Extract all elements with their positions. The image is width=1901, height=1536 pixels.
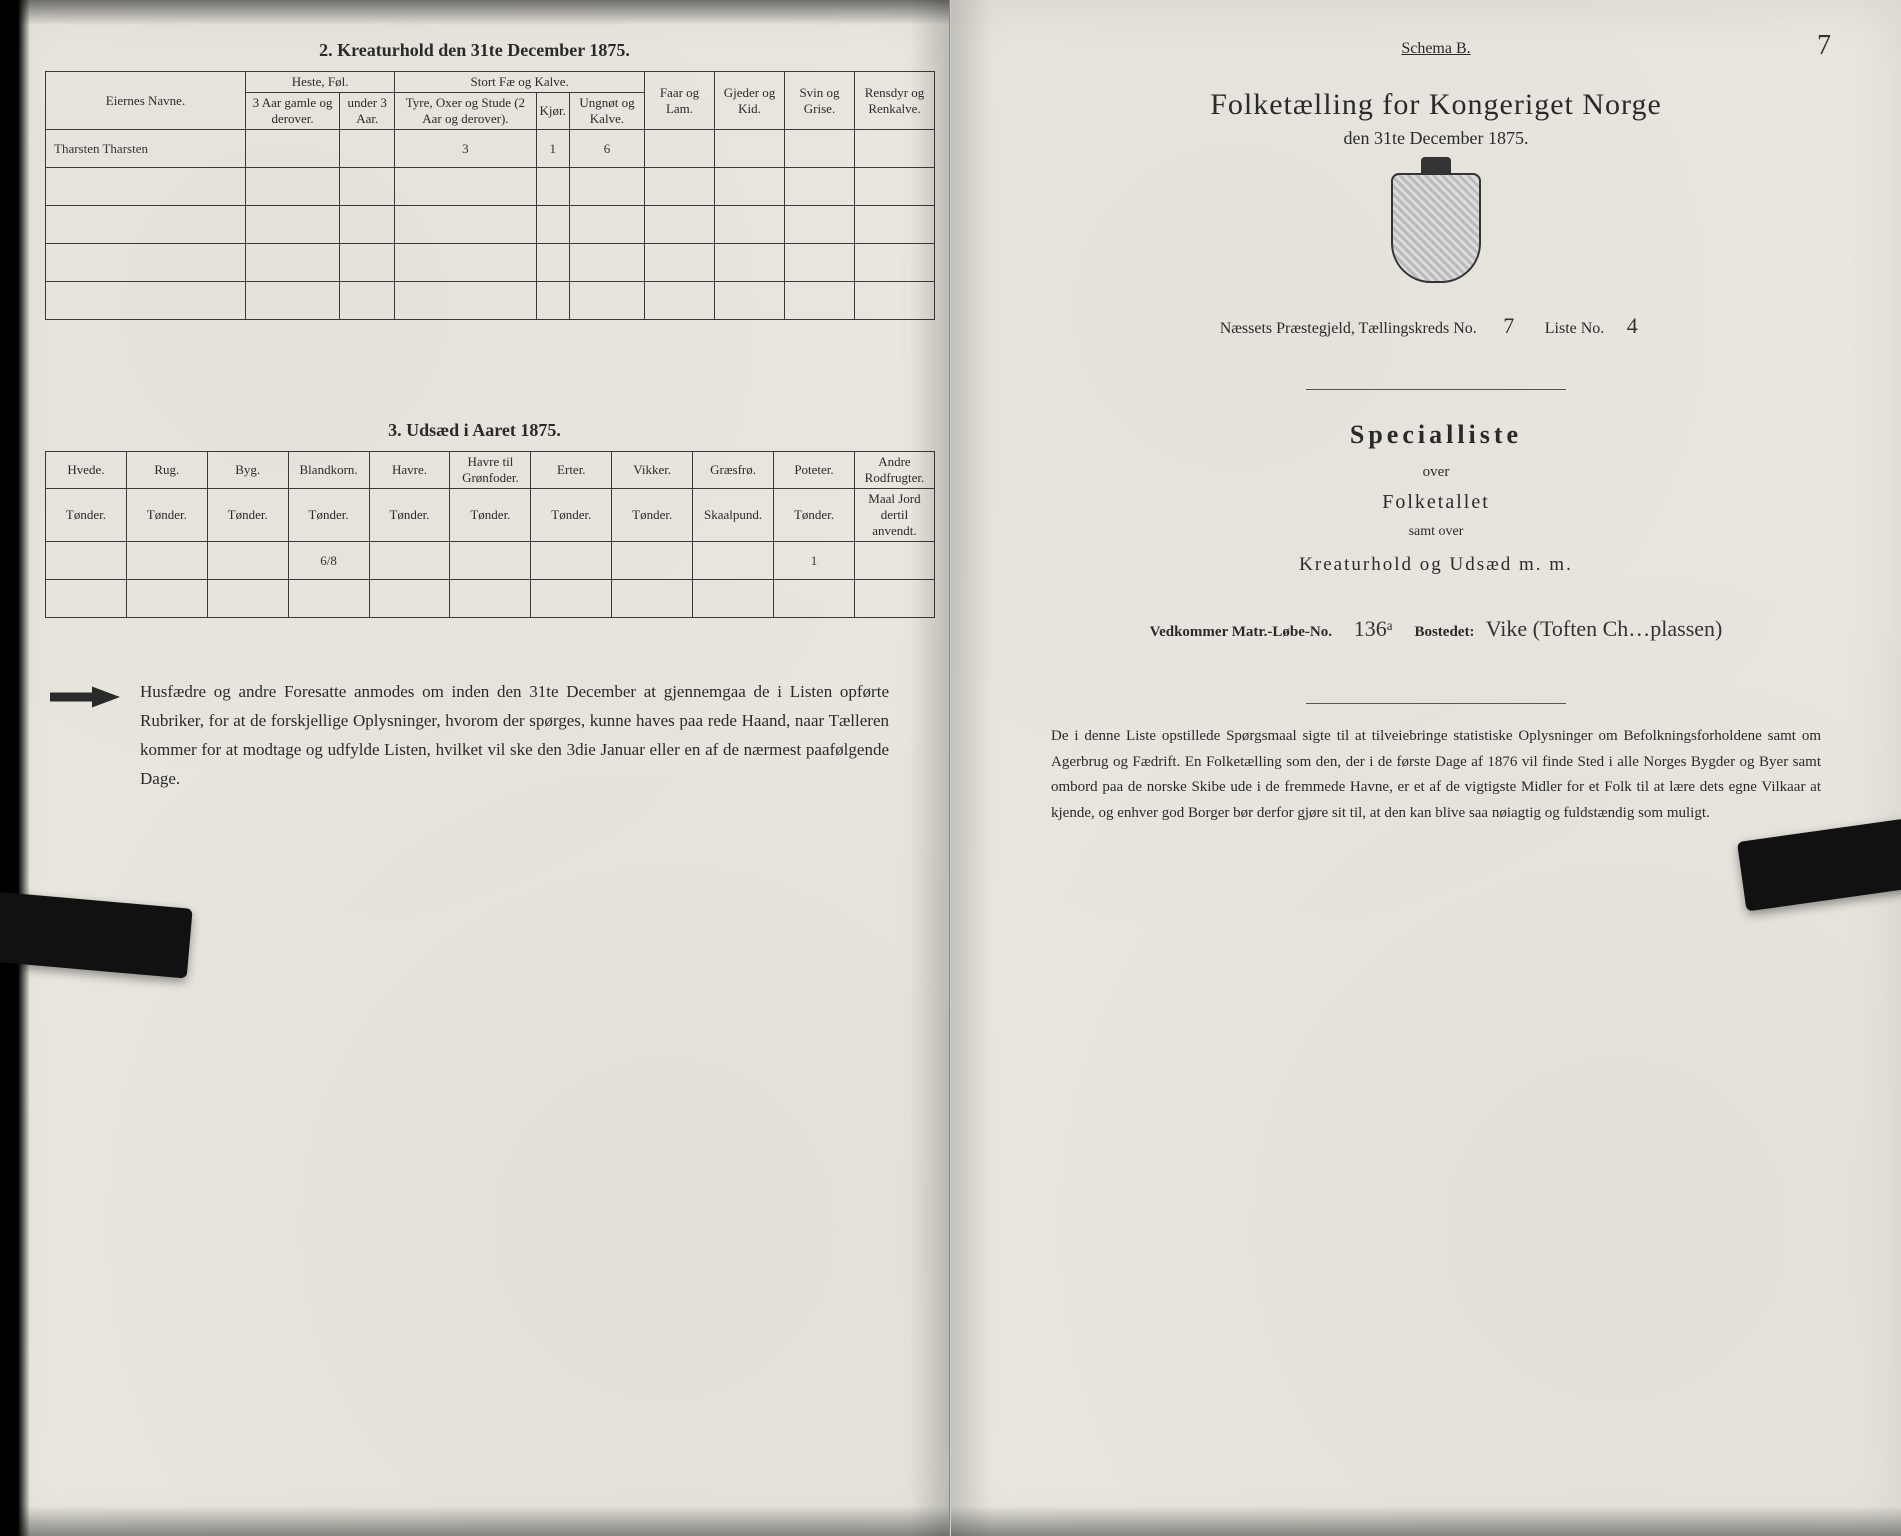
unit: Skaalpund. — [693, 489, 774, 542]
col: Vikker. — [612, 452, 693, 489]
gutter-shadow — [951, 0, 991, 1536]
udsaed-table: Hvede. Rug. Byg. Blandkorn. Havre. Havre… — [45, 451, 935, 618]
col-cattle: Stort Fæ og Kalve. — [395, 72, 645, 93]
scan-edge — [0, 0, 949, 25]
census-subtitle: den 31te December 1875. — [1041, 128, 1831, 149]
col-owner: Eiernes Navne. — [46, 72, 246, 130]
schema-label: Schema B. — [1041, 40, 1831, 58]
unit: Tønder. — [774, 489, 855, 542]
unit: Tønder. — [207, 489, 288, 542]
liste-label: Liste No. — [1545, 320, 1605, 337]
table-header-row: Hvede. Rug. Byg. Blandkorn. Havre. Havre… — [46, 452, 935, 489]
sub-h1: 3 Aar gamle og derover. — [246, 93, 340, 130]
left-page: 2. Kreaturhold den 31te December 1875. E… — [0, 0, 950, 1536]
table-row — [46, 206, 935, 244]
gutter-shadow — [909, 0, 949, 1536]
col: Byg. — [207, 452, 288, 489]
bostedet-label: Bostedet: — [1414, 624, 1474, 640]
unit: Tønder. — [369, 489, 450, 542]
unit: Tønder. — [531, 489, 612, 542]
vedk-label: Vedkommer Matr.-Løbe-No. — [1150, 624, 1332, 640]
unit: Tønder. — [126, 489, 207, 542]
kreaturhold-table: Eiernes Navne. Heste, Føl. Stort Fæ og K… — [45, 71, 935, 320]
census-title: Folketælling for Kongeriget Norge — [1041, 88, 1831, 122]
clip-shadow — [1737, 819, 1901, 912]
district-no: 7 — [1489, 313, 1529, 339]
scan-container: 2. Kreaturhold den 31te December 1875. E… — [0, 0, 1901, 1536]
col: Erter. — [531, 452, 612, 489]
cell-val: 6/8 — [288, 542, 369, 580]
unit: Tønder. — [288, 489, 369, 542]
samt-label: samt over — [1041, 524, 1831, 540]
folketallet-label: Folketallet — [1041, 491, 1831, 514]
pointing-hand-icon — [50, 682, 120, 712]
owner-name: Tharsten Tharsten — [46, 130, 246, 168]
divider — [1306, 703, 1566, 704]
cell-val: 3 — [395, 130, 536, 168]
kreaturhold-label: Kreaturhold og Udsæd m. m. — [1041, 554, 1831, 576]
right-content: Schema B. Folketælling for Kongeriget No… — [951, 0, 1901, 826]
sub-c2: Kjør. — [536, 93, 569, 130]
col: Hvede. — [46, 452, 127, 489]
unit: Tønder. — [612, 489, 693, 542]
district-line: Næssets Præstegjeld, Tællingskreds No. 7… — [1041, 313, 1831, 339]
table-row: Tharsten Tharsten 3 1 6 — [46, 130, 935, 168]
table-row — [46, 282, 935, 320]
col: Blandkorn. — [288, 452, 369, 489]
col-goats: Gjeder og Kid. — [715, 72, 785, 130]
cell-val: 6 — [569, 130, 644, 168]
table-row — [46, 168, 935, 206]
coat-of-arms-icon — [1391, 173, 1481, 283]
cell-val: 1 — [536, 130, 569, 168]
notice-text: Husfædre og andre Foresatte anmodes om i… — [140, 682, 889, 788]
specialliste-heading: Specialliste — [1041, 420, 1831, 450]
col: Rug. — [126, 452, 207, 489]
section3-title: 3. Udsæd i Aaret 1875. — [0, 420, 949, 441]
col: Græsfrø. — [693, 452, 774, 489]
vedkommer-line: Vedkommer Matr.-Løbe-No. 136ᵃ Bostedet: … — [1041, 616, 1831, 643]
col: Havre til Grønfoder. — [450, 452, 531, 489]
col-sheep: Faar og Lam. — [645, 72, 715, 130]
scan-edge — [0, 0, 30, 1536]
col-horses: Heste, Føl. — [246, 72, 395, 93]
district-prefix: Næssets Præstegjeld, Tællingskreds No. — [1220, 320, 1477, 337]
over-label: over — [1041, 464, 1831, 481]
unit: Tønder. — [450, 489, 531, 542]
sub-c3: Ungnøt og Kalve. — [569, 93, 644, 130]
col-pigs: Svin og Grise. — [785, 72, 855, 130]
table-row — [46, 244, 935, 282]
sub-c1: Tyre, Oxer og Stude (2 Aar og derover). — [395, 93, 536, 130]
section2-title: 2. Kreaturhold den 31te December 1875. — [0, 40, 949, 61]
matr-no: 136ᵃ — [1343, 616, 1403, 643]
col: Poteter. — [774, 452, 855, 489]
table-row — [46, 580, 935, 618]
divider — [1306, 389, 1566, 390]
right-notice: De i denne Liste opstillede Spørgsmaal s… — [1051, 724, 1821, 826]
liste-no: 4 — [1612, 313, 1652, 339]
unit: Tønder. — [46, 489, 127, 542]
table-row: 6/8 1 — [46, 542, 935, 580]
left-notice: Husfædre og andre Foresatte anmodes om i… — [140, 678, 889, 794]
sub-h2: under 3 Aar. — [340, 93, 395, 130]
page-number: 7 — [1817, 30, 1831, 62]
bostedet-value: Vike (Toften Ch…plassen) — [1486, 616, 1723, 641]
cell-val: 1 — [774, 542, 855, 580]
right-page: 7 Schema B. Folketælling for Kongeriget … — [950, 0, 1901, 1536]
scan-edge — [951, 1506, 1901, 1536]
scan-edge — [0, 1506, 949, 1536]
col: Havre. — [369, 452, 450, 489]
table-units-row: Tønder. Tønder. Tønder. Tønder. Tønder. … — [46, 489, 935, 542]
